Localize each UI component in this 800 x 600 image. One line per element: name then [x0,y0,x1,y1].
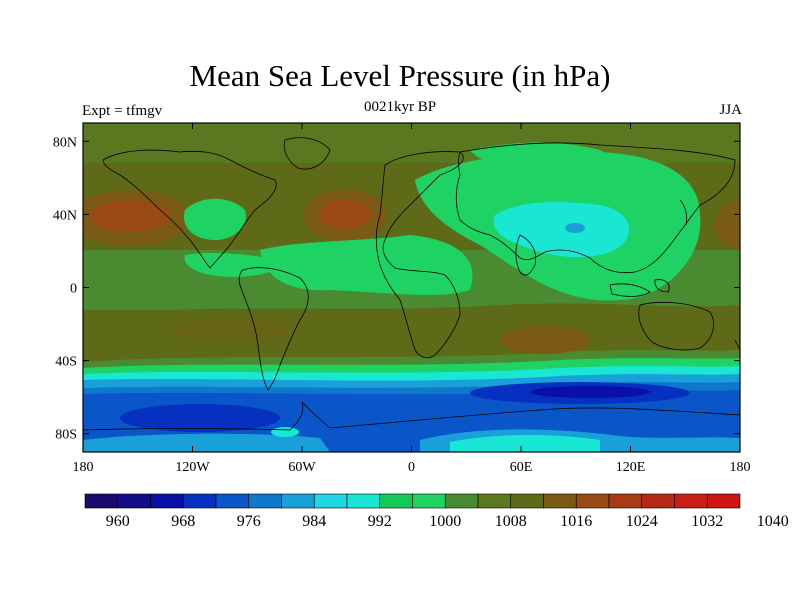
lat-tick-label: 40N [53,208,77,223]
plot-title: Mean Sea Level Pressure (in hPa) [189,58,611,93]
colorbar-swatch [215,493,250,509]
colorbar-label: 1040 [757,513,789,530]
season-label: JJA [719,102,742,118]
colorbar-swatch [444,493,479,509]
colorbar-swatch [608,493,643,509]
colorbar: 960 968 976 984 992 1000 1008 1016 1024 1032 1040 [84,493,789,530]
colorbar-swatch [477,493,512,509]
colorbar-swatch [543,493,577,509]
colorbar-label: 1024 [626,513,658,530]
plot-subtitle: 0021kyr BP [363,99,437,115]
colorbar-swatch [412,493,446,509]
lon-tick-label: 60E [510,460,533,475]
pressure-field [83,123,740,452]
lat-tick-label: 40S [55,355,77,370]
colorbar-swatch [575,493,610,509]
colorbar-swatch [706,493,741,509]
lon-tick-label: 180 [73,460,94,475]
lon-tick-label: 60W [288,460,316,475]
colorbar-label: 968 [171,513,195,530]
lat-tick-label: 80S [55,428,77,443]
colorbar-swatch [150,493,184,509]
lat-tick-label: 80N [53,135,77,150]
colorbar-swatch [313,493,348,509]
colorbar-swatch [117,493,151,509]
lon-tick-label: 180 [730,460,751,475]
colorbar-swatch [674,493,708,509]
lon-tick-label: 120E [616,460,646,475]
colorbar-swatch [379,493,413,509]
colorbar-swatch [248,493,282,509]
coastlines [83,137,740,431]
colorbar-swatch [510,493,544,509]
colorbar-swatch [641,493,675,509]
colorbar-label: 984 [302,513,326,530]
colorbar-swatch [346,493,381,509]
colorbar-label: 1032 [691,513,723,530]
colorbar-label: 1016 [560,513,592,530]
longitude-axis: 180 120W 60W 0 60E 120E 180 [73,123,751,475]
lat-tick-label: 0 [70,282,77,297]
colorbar-swatch [84,493,119,509]
lon-tick-label: 120W [175,460,210,475]
colorbar-label: 992 [368,513,392,530]
colorbar-swatch [281,493,315,509]
colorbar-swatch [182,493,217,509]
colorbar-label: 1000 [429,513,461,530]
latitude-axis: 80N 40N 0 40S 80S [53,135,740,443]
lon-tick-label: 0 [408,460,415,475]
colorbar-label: 1008 [495,513,527,530]
colorbar-label: 976 [237,513,261,530]
colorbar-label: 960 [106,513,130,530]
experiment-label: Expt = tfmgv [82,103,163,119]
